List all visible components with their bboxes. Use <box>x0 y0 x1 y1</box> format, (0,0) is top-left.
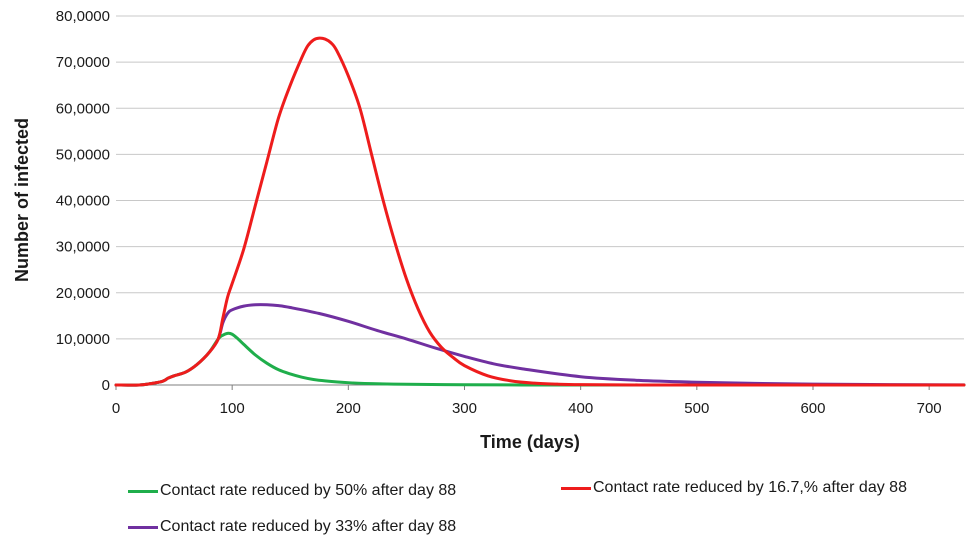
legend-label-33: Contact rate reduced by 33% after day 88 <box>160 518 457 535</box>
y-tick-label: 50,0000 <box>56 146 110 163</box>
y-tick-label: 20,0000 <box>56 285 110 302</box>
x-axis-title: Time (days) <box>480 432 580 452</box>
x-tick-label: 700 <box>917 400 942 417</box>
y-tick-label: 60,0000 <box>56 100 110 117</box>
x-tick-label: 100 <box>220 400 245 417</box>
legend-item-16-7: Contact rate reduced by 16.7,% after day… <box>561 479 907 497</box>
legend-swatch-50 <box>128 489 158 493</box>
series-line-0 <box>114 331 966 387</box>
y-tick-label: 40,0000 <box>56 193 110 210</box>
grid-lines <box>116 15 964 340</box>
x-tick-label: 500 <box>684 400 709 417</box>
series-lines <box>114 36 966 387</box>
x-tick-label: 200 <box>336 400 361 417</box>
y-tick-label: 30,0000 <box>56 239 110 256</box>
legend-item-50: Contact rate reduced by 50% after day 88 <box>128 482 456 500</box>
x-tick-label: 0 <box>112 400 120 417</box>
y-tick-label: 80,0000 <box>56 8 110 25</box>
legend-item-33: Contact rate reduced by 33% after day 88 <box>128 518 456 536</box>
legend-label-16-7: Contact rate reduced by 16.7,% after day… <box>593 479 907 496</box>
y-tick-label: 0 <box>102 377 110 394</box>
series-line-2 <box>114 36 966 387</box>
x-tick-label: 600 <box>800 400 825 417</box>
y-axis-title: Number of infected <box>12 118 32 282</box>
legend-swatch-33 <box>128 525 158 529</box>
legend-label-50: Contact rate reduced by 50% after day 88 <box>160 482 457 499</box>
legend-swatch-16-7 <box>561 486 591 490</box>
y-tick-label: 10,0000 <box>56 331 110 348</box>
x-tick-label: 400 <box>568 400 593 417</box>
x-tick-label: 300 <box>452 400 477 417</box>
x-tick-labels: 0 100 200 300 400 500 600 700 <box>112 385 942 417</box>
y-tick-labels: 0 10,0000 20,0000 30,0000 40,0000 50,0000 60,0… <box>56 8 110 394</box>
y-tick-label: 70,0000 <box>56 54 110 71</box>
